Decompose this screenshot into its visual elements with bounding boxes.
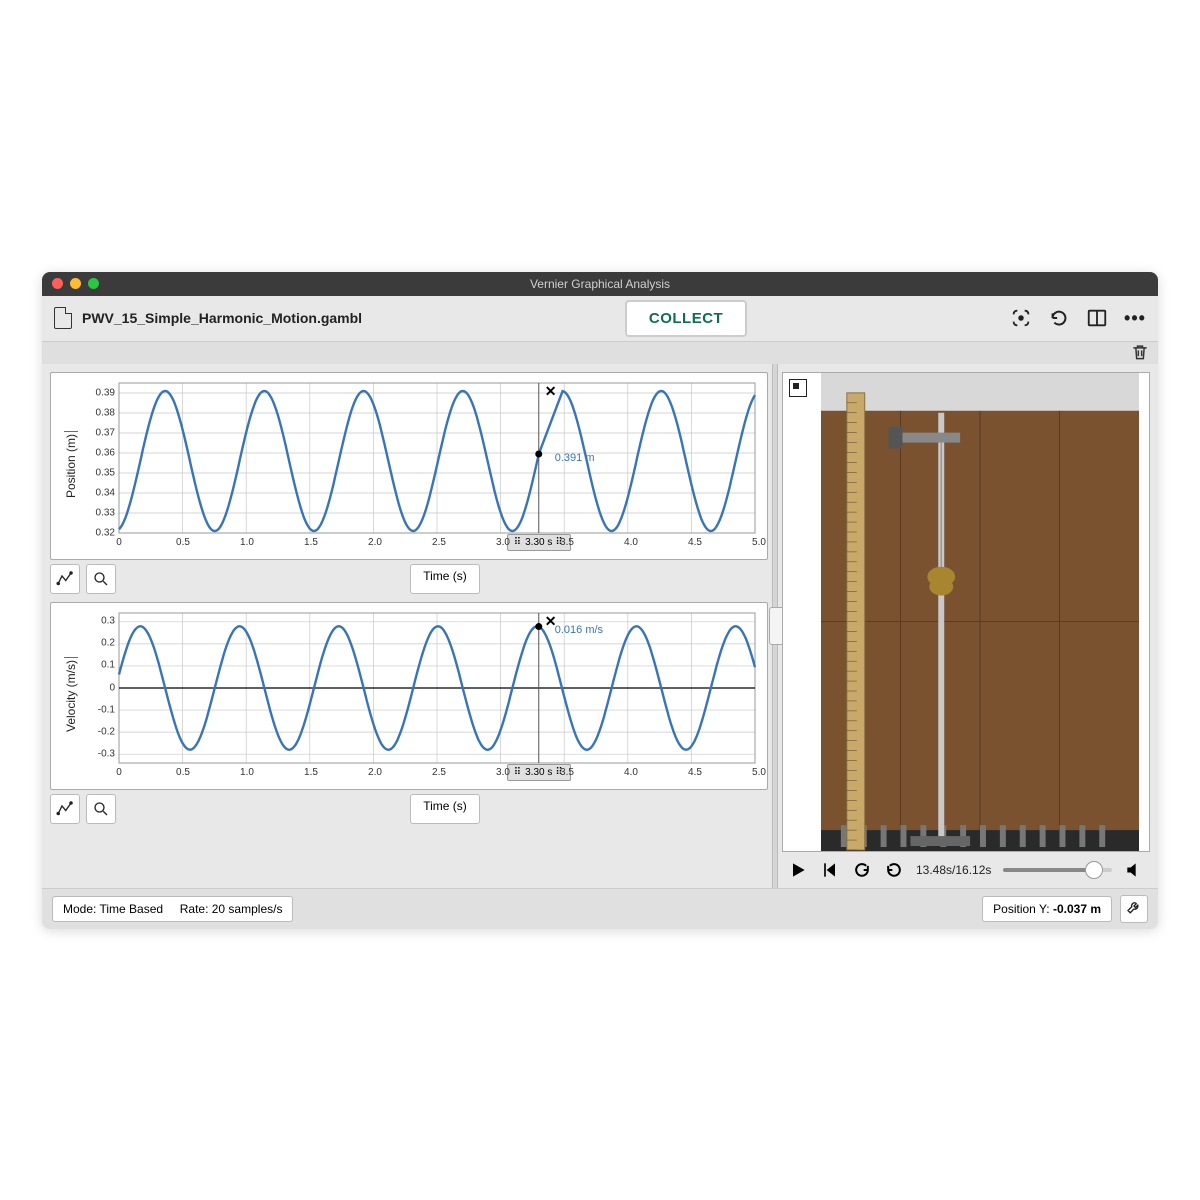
forward-button[interactable] [884,860,904,880]
close-dot[interactable] [52,278,63,289]
main-area: Position (m) 0.320.330.340.350.360.370.3… [42,364,1158,888]
step-back-button[interactable] [820,860,840,880]
video-scrubber[interactable] [1003,868,1112,872]
sensor-icon[interactable] [1010,307,1032,329]
close-cursor-icon[interactable]: ✕ [545,613,557,630]
zoom-button[interactable] [86,564,116,594]
play-button[interactable] [788,860,808,880]
velocity-plot-area[interactable]: -0.3-0.2-0.100.10.20.3 ⠿3.30 s⠿0.016 m/s… [83,609,759,767]
x-axis-label[interactable]: Time (s) [410,794,480,824]
zoom-dot[interactable] [88,278,99,289]
window-title: Vernier Graphical Analysis [42,277,1158,291]
volume-button[interactable] [1124,860,1144,880]
document-icon[interactable] [54,307,72,329]
snapshot-icon[interactable] [789,379,807,397]
status-bar: Mode: Time Based Rate: 20 samples/s Posi… [42,888,1158,929]
cursor-value-label: 0.016 m/s [555,624,603,636]
pane-divider[interactable] [772,364,778,888]
video-view [782,372,1150,852]
more-icon[interactable]: ••• [1124,307,1146,329]
graph-options-button[interactable] [50,564,80,594]
video-pane: 13.48s/16.12s [778,364,1158,888]
app-window: Vernier Graphical Analysis PWV_15_Simple… [42,272,1158,929]
zoom-button[interactable] [86,794,116,824]
cursor-value-label: 0.391 m [555,452,595,464]
position-graph: Position (m) 0.320.330.340.350.360.370.3… [50,372,768,560]
sensor-readout[interactable]: Position Y: -0.037 m [982,896,1112,922]
y-axis-label[interactable]: Velocity (m/s) [64,657,78,732]
video-controls: 13.48s/16.12s [782,852,1150,884]
minimize-dot[interactable] [70,278,81,289]
graph-options-button[interactable] [50,794,80,824]
layout-icon[interactable] [1086,307,1108,329]
window-controls [52,278,99,289]
undo-icon[interactable] [1048,307,1070,329]
filename-label: PWV_15_Simple_Harmonic_Motion.gambl [82,310,362,326]
close-cursor-icon[interactable]: ✕ [545,383,557,400]
collect-button[interactable]: COLLECT [625,300,747,337]
position-plot-area[interactable]: 0.320.330.340.350.360.370.380.39 ⠿3.30 s… [83,379,759,537]
graphs-pane: Position (m) 0.320.330.340.350.360.370.3… [42,364,772,888]
y-axis-label[interactable]: Position (m) [64,431,78,498]
settings-button[interactable] [1120,895,1148,923]
titlebar: Vernier Graphical Analysis [42,272,1158,296]
velocity-graph: Velocity (m/s) -0.3-0.2-0.100.10.20.3 ⠿3… [50,602,768,790]
trash-icon[interactable] [1130,342,1150,362]
mode-chip[interactable]: Mode: Time Based Rate: 20 samples/s [52,896,293,922]
video-time-label: 13.48s/16.12s [916,863,991,877]
x-axis-label[interactable]: Time (s) [410,564,480,594]
toolbar: PWV_15_Simple_Harmonic_Motion.gambl COLL… [42,296,1158,342]
rewind-button[interactable] [852,860,872,880]
